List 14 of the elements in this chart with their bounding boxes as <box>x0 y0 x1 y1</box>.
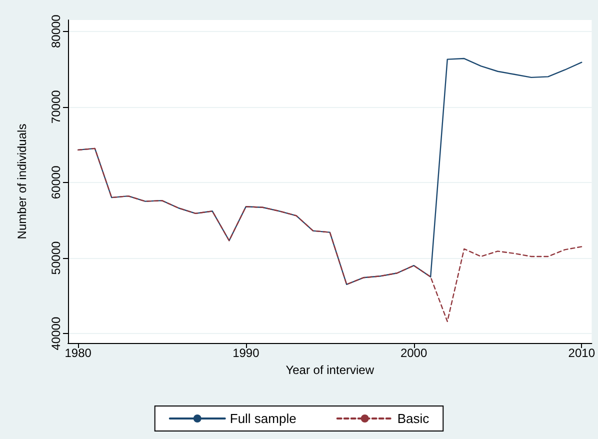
x-tick-label: 2000 <box>400 346 428 360</box>
y-tick-label: 60000 <box>49 165 63 200</box>
y-tick-label: 70000 <box>49 90 63 124</box>
y-axis-title: Number of individuals <box>15 124 29 240</box>
x-tick-label: 1980 <box>64 346 92 360</box>
y-tick-label: 50000 <box>49 240 63 275</box>
x-tick-label: 1990 <box>232 346 260 360</box>
legend-label: Basic <box>397 411 430 426</box>
x-tick-label: 2010 <box>568 346 596 360</box>
y-tick-label: 40000 <box>49 316 63 350</box>
legend-label: Full sample <box>230 411 296 426</box>
y-tick-label: 80000 <box>49 14 63 48</box>
line-series <box>77 148 582 322</box>
x-axis-title: Year of interview <box>286 362 374 377</box>
